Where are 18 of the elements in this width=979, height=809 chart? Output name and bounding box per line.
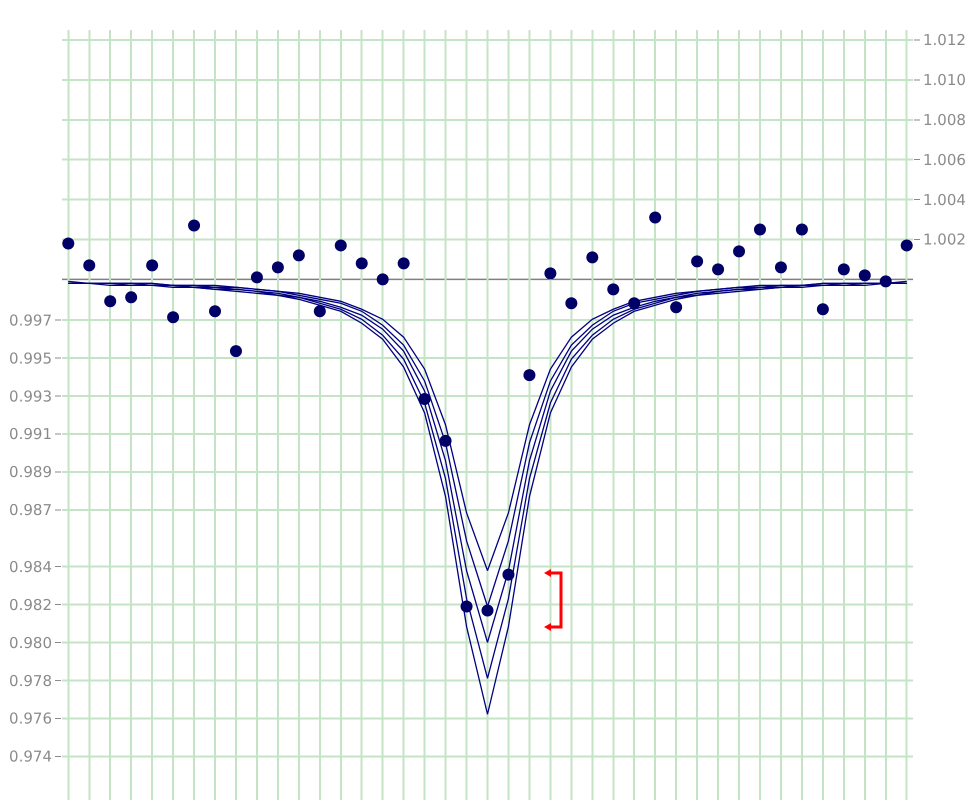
y-tick-label: 0.976 — [9, 710, 52, 728]
y2-tick-label: 1.004 — [923, 190, 966, 209]
y-tick-label: 0.982 — [9, 596, 52, 614]
y-tick-label: 0.984 — [9, 558, 52, 576]
y-tick-label: 0.989 — [9, 463, 52, 482]
y2-tick-label: 1.002 — [923, 230, 966, 249]
y-tick-label: 0.997 — [9, 311, 52, 330]
y2-tick-label: 1.012 — [923, 31, 966, 50]
y-tick-label: 0.987 — [9, 501, 52, 520]
y-tick-label: 0.991 — [9, 425, 52, 444]
y2-tick-label: 1.006 — [923, 150, 966, 169]
y-tick-label: 0.993 — [9, 387, 52, 406]
y2-tick-label: 1.008 — [923, 111, 966, 130]
y-tick-label: 0.978 — [9, 672, 52, 690]
y-tick-label: 0.980 — [9, 634, 52, 652]
y-tick-label: 0.995 — [9, 349, 52, 368]
y-tick-label: 0.974 — [9, 748, 52, 766]
y2-tick-label: 1.010 — [923, 71, 966, 90]
